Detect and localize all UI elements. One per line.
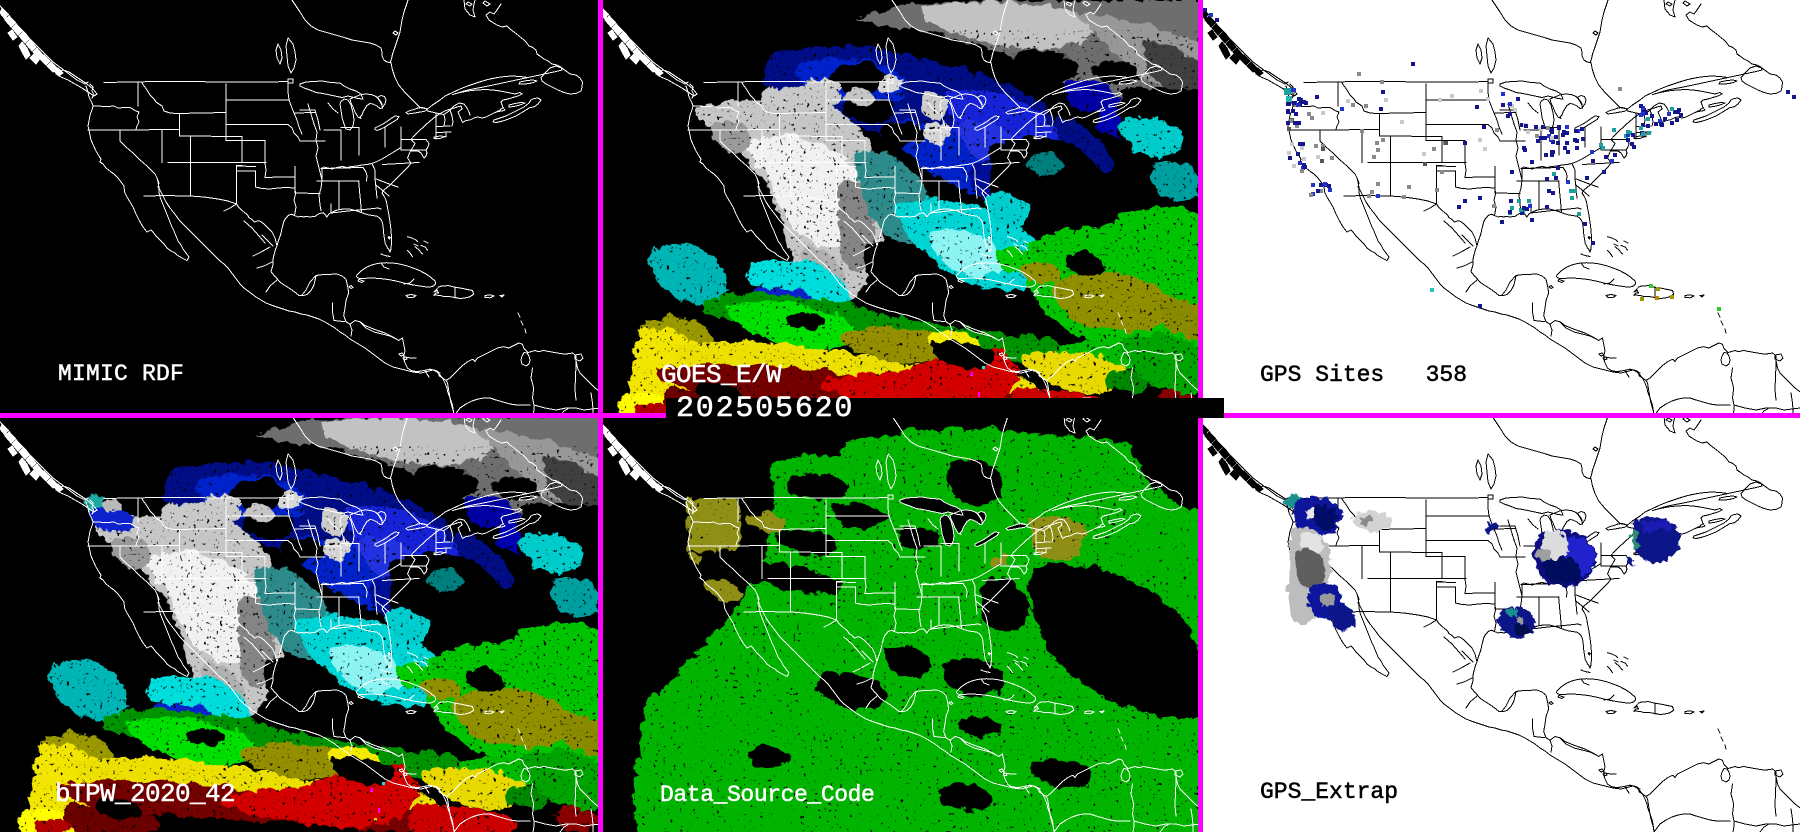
svg-text:202505620: 202505620 xyxy=(676,392,854,426)
svg-text:GPS_Extrap: GPS_Extrap xyxy=(1260,779,1398,805)
svg-text:Data_Source_Code: Data_Source_Code xyxy=(660,782,874,808)
svg-text:bTPW_2020_42: bTPW_2020_42 xyxy=(55,779,235,809)
svg-text:MIMIC RDF: MIMIC RDF xyxy=(58,361,184,387)
svg-text:GPS Sites 358: GPS Sites 358 xyxy=(1260,362,1467,388)
svg-text:GOES_E/W: GOES_E/W xyxy=(661,360,782,390)
